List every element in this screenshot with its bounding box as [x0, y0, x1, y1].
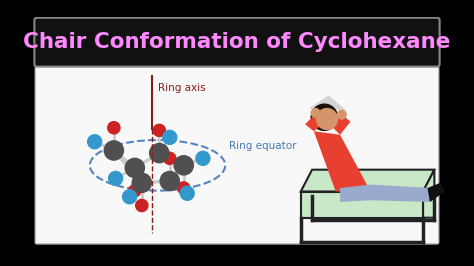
Circle shape — [108, 122, 120, 134]
Polygon shape — [314, 131, 371, 192]
Circle shape — [125, 158, 145, 177]
Text: Ring axis: Ring axis — [157, 84, 205, 93]
Circle shape — [196, 151, 210, 165]
Polygon shape — [309, 95, 346, 110]
Polygon shape — [331, 113, 351, 135]
Circle shape — [317, 109, 337, 130]
Circle shape — [178, 182, 190, 194]
Circle shape — [174, 156, 193, 175]
Circle shape — [163, 130, 177, 144]
Circle shape — [129, 185, 141, 197]
Circle shape — [132, 173, 151, 192]
Circle shape — [153, 124, 165, 136]
Circle shape — [150, 143, 169, 163]
FancyBboxPatch shape — [35, 18, 439, 66]
Polygon shape — [305, 112, 326, 131]
Circle shape — [136, 200, 148, 211]
Polygon shape — [301, 192, 423, 218]
Circle shape — [180, 186, 194, 200]
Circle shape — [160, 171, 179, 191]
Circle shape — [109, 171, 123, 185]
Circle shape — [123, 190, 137, 204]
Text: Chair Conformation of Cyclohexane: Chair Conformation of Cyclohexane — [23, 32, 451, 52]
Polygon shape — [428, 183, 445, 202]
Circle shape — [164, 152, 176, 164]
FancyBboxPatch shape — [35, 66, 439, 244]
Polygon shape — [423, 170, 434, 218]
Polygon shape — [301, 170, 434, 192]
Circle shape — [311, 104, 337, 130]
Circle shape — [311, 109, 320, 117]
Circle shape — [337, 110, 346, 119]
Polygon shape — [340, 185, 430, 202]
Text: Ring equator: Ring equator — [229, 141, 297, 151]
Circle shape — [104, 141, 123, 160]
Circle shape — [88, 135, 101, 149]
